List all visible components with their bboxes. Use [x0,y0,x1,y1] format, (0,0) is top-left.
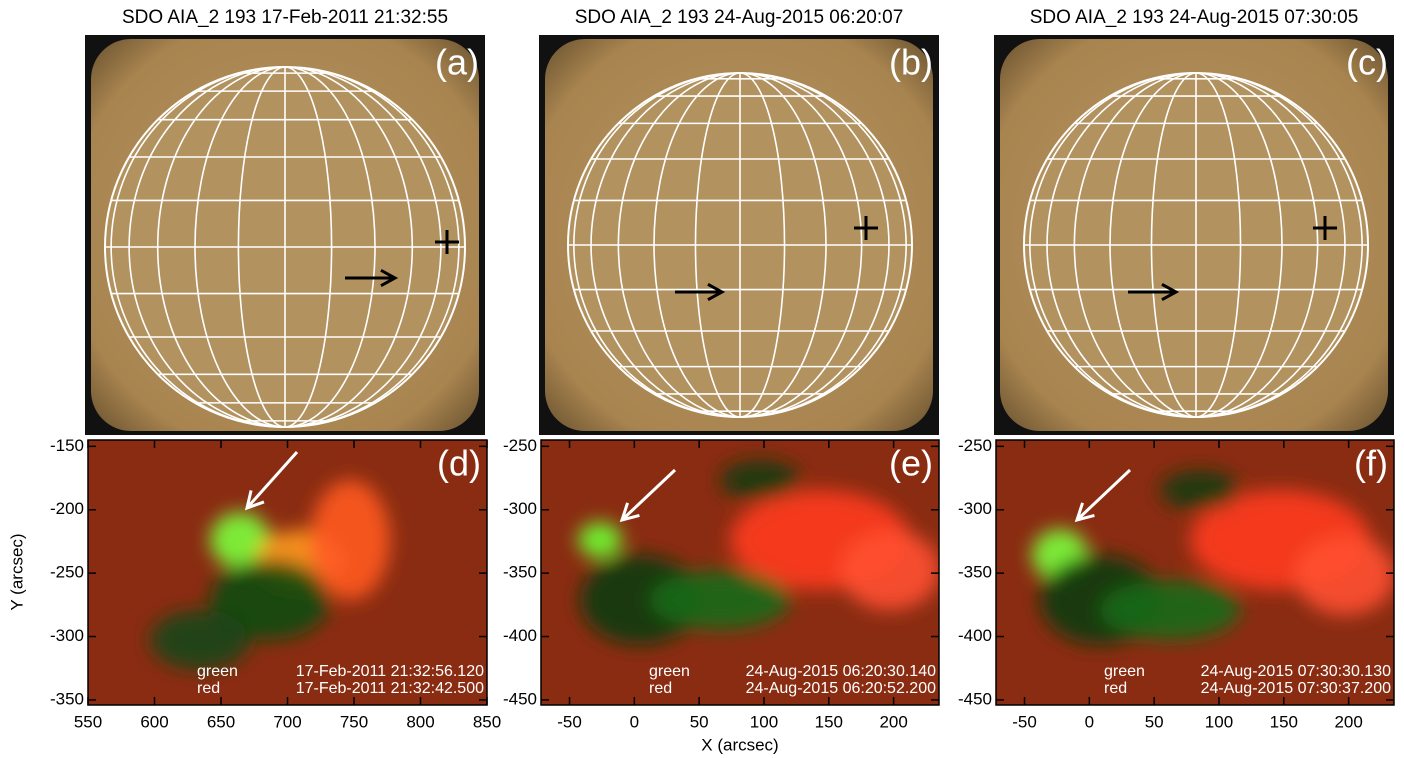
y-tick-label: -400 [958,626,992,645]
legend-time: 17-Feb-2011 21:32:56.120 [296,663,484,680]
legend-time: 17-Feb-2011 21:32:42.500 [296,680,484,697]
emission-feature [650,570,790,630]
legend-name: red [649,680,672,697]
y-tick-label: -300 [50,626,84,645]
legend-time: 24-Aug-2015 07:30:37.200 [1201,680,1391,697]
figure: X (arcsec) Y (arcsec) SDO AIA_2 193 17-F… [0,0,1404,758]
panel-label: (e) [889,443,933,484]
y-tick-label: -400 [503,626,537,645]
y-tick-label: -300 [958,499,992,518]
legend-name: green [1104,663,1145,680]
panel-label: (f) [1354,443,1388,484]
y-axis-label: Y (arcsec) [7,533,26,610]
panel-label: (a) [435,42,479,83]
y-tick-label: -350 [503,563,537,582]
emission-feature [1295,535,1395,615]
y-tick-label: -150 [50,436,84,455]
emission-feature [1100,580,1240,640]
x-tick-label: 0 [1085,712,1094,731]
panel-title: SDO AIA_2 193 17-Feb-2011 21:32:55 [122,7,448,28]
y-tick-label: -450 [958,689,992,708]
x-tick-label: 100 [1205,712,1233,731]
x-tick-label: 600 [140,712,168,731]
legend-time: 24-Aug-2015 06:20:30.140 [746,663,936,680]
x-tick-label: -50 [1012,712,1037,731]
x-tick-label: 50 [1145,712,1164,731]
y-tick-label: -250 [50,563,84,582]
x-tick-label: 150 [1270,712,1298,731]
emission-feature [578,522,622,558]
x-tick-label: 100 [750,712,778,731]
x-tick-label: 0 [630,712,639,731]
legend-name: red [197,680,220,697]
y-tick-label: -250 [958,436,992,455]
emission-feature [720,460,800,500]
emission-feature [150,610,250,670]
x-tick-label: 550 [74,712,102,731]
y-tick-label: -450 [503,689,537,708]
panel-label: (c) [1346,42,1388,83]
emission-feature [310,480,390,600]
x-tick-label: 700 [273,712,301,731]
x-axis-label: X (arcsec) [701,735,778,754]
panel-title: SDO AIA_2 193 24-Aug-2015 06:20:07 [575,7,904,28]
panel-label: (b) [889,42,933,83]
panel-title: SDO AIA_2 193 24-Aug-2015 07:30:05 [1030,7,1359,28]
y-tick-label: -300 [503,499,537,518]
x-tick-label: 200 [1334,712,1362,731]
x-tick-label: 800 [406,712,434,731]
legend-name: red [1104,680,1127,697]
y-tick-label: -250 [503,436,537,455]
y-tick-label: -200 [50,499,84,518]
x-tick-label: 650 [207,712,235,731]
x-tick-label: 150 [815,712,843,731]
emission-feature [1160,470,1240,510]
y-tick-label: -350 [50,689,84,708]
x-tick-label: 200 [879,712,907,731]
x-tick-label: -50 [557,712,582,731]
y-tick-label: -350 [958,563,992,582]
legend-name: green [649,663,690,680]
x-tick-label: 750 [340,712,368,731]
x-tick-label: 850 [473,712,501,731]
legend-name: green [197,663,238,680]
panel-label: (d) [437,443,481,484]
emission-feature [840,530,940,610]
legend-time: 24-Aug-2015 06:20:52.200 [746,680,936,697]
x-tick-label: 50 [690,712,709,731]
legend-time: 24-Aug-2015 07:30:30.130 [1201,663,1391,680]
